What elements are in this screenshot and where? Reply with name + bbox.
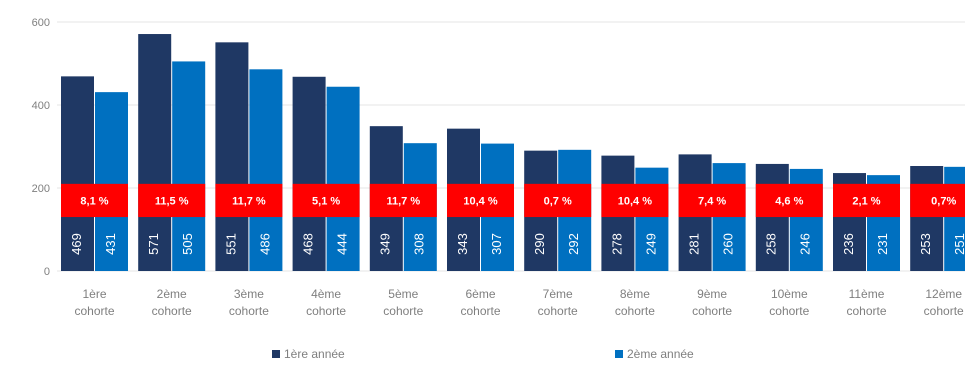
bar-series1-4 xyxy=(292,76,326,271)
value-label-series2-8: 249 xyxy=(643,233,658,255)
legend-label-1ere-annee: 1ère année xyxy=(284,347,345,361)
percent-band-8 xyxy=(601,183,669,218)
value-label-series1-4: 468 xyxy=(301,233,316,255)
value-label-series1-2: 571 xyxy=(146,233,161,255)
x-tick-label-7-line1: 7ème xyxy=(543,287,573,301)
value-label-series1-8: 278 xyxy=(609,233,624,255)
value-label-series2-5: 308 xyxy=(412,233,427,255)
x-tick-label-1-line1: 1ère xyxy=(82,287,106,301)
value-label-series2-12: 251 xyxy=(952,233,965,255)
x-tick-label-5-line1: 5ème xyxy=(388,287,418,301)
y-tick-label-200: 200 xyxy=(32,183,50,195)
bar-series2-2 xyxy=(172,61,206,271)
x-tick-label-9-line2: cohorte xyxy=(692,304,732,318)
percent-label-7: 0,7 % xyxy=(544,195,572,207)
percent-label-8: 10,4 % xyxy=(618,195,652,207)
percent-band-2 xyxy=(138,183,206,218)
x-tick-label-12-line2: cohorte xyxy=(924,304,964,318)
percent-label-4: 5,1 % xyxy=(312,195,340,207)
value-label-series1-7: 290 xyxy=(532,233,547,255)
percent-band-4 xyxy=(292,183,360,218)
x-tick-label-6-line2: cohorte xyxy=(460,304,500,318)
bar-series2-1 xyxy=(95,92,128,271)
x-tick-label-3-line2: cohorte xyxy=(229,304,269,318)
x-tick-label-8-line1: 8ème xyxy=(620,287,650,301)
value-label-series1-6: 343 xyxy=(455,233,470,255)
value-label-series2-4: 444 xyxy=(335,233,350,255)
x-tick-label-2-line1: 2ème xyxy=(157,287,187,301)
x-tick-label-6-line1: 6ème xyxy=(465,287,495,301)
x-tick-label-4-line2: cohorte xyxy=(306,304,346,318)
x-axis: 1ère cohorte 2ème cohorte 3ème cohorte 4ème coh… xyxy=(74,287,964,318)
x-tick-label-12-line1: 12ème xyxy=(925,287,962,301)
value-label-series1-12: 253 xyxy=(918,233,933,255)
bar-series1-1 xyxy=(61,76,94,272)
percent-band-1 xyxy=(61,183,128,218)
value-labels: 469 431 571 505 551 486 468 444 349 308 343 307 290 2… xyxy=(69,233,965,255)
value-label-series2-10: 246 xyxy=(798,233,813,255)
percent-label-12: 0,7% xyxy=(931,195,956,207)
value-label-series1-3: 551 xyxy=(223,233,238,255)
percent-band-9 xyxy=(678,183,746,218)
percent-label-1: 8,1 % xyxy=(80,195,108,207)
bar-series1-10 xyxy=(755,163,789,271)
percent-band-10 xyxy=(755,183,823,218)
percent-label-9: 7,4 % xyxy=(698,195,726,207)
bar-series1-3 xyxy=(215,42,249,272)
percent-label-11: 2,1 % xyxy=(852,195,880,207)
x-tick-label-8-line2: cohorte xyxy=(615,304,655,318)
x-tick-label-2-line2: cohorte xyxy=(152,304,192,318)
percent-label-6: 10,4 % xyxy=(463,195,497,207)
value-label-series2-2: 505 xyxy=(180,233,195,255)
y-tick-label-400: 400 xyxy=(32,100,50,112)
x-tick-label-7-line2: cohorte xyxy=(538,304,578,318)
bar-series1-12 xyxy=(910,166,944,271)
percent-label-10: 4,6 % xyxy=(775,195,803,207)
percent-label-5: 11,7 % xyxy=(386,195,420,207)
bar-series2-3 xyxy=(249,69,283,271)
percent-band-3 xyxy=(215,183,283,218)
value-label-series1-11: 236 xyxy=(841,233,856,255)
bar-series2-4 xyxy=(326,86,360,272)
y-tick-label-600: 600 xyxy=(32,17,50,29)
value-label-series2-11: 231 xyxy=(875,233,890,255)
percent-band-5 xyxy=(369,183,437,218)
percent-band-6 xyxy=(447,183,514,218)
legend-label-2eme-annee: 2ème année xyxy=(627,347,694,361)
value-label-series1-9: 281 xyxy=(687,233,702,255)
value-label-series1-5: 349 xyxy=(378,233,393,255)
x-tick-label-11-line2: cohorte xyxy=(846,304,886,318)
x-tick-label-4-line1: 4ème xyxy=(311,287,341,301)
percent-band-12 xyxy=(910,183,965,218)
legend-swatch-1ere-annee xyxy=(272,350,280,358)
percent-label-3: 11,7 % xyxy=(232,195,266,207)
x-tick-label-10-line1: 10ème xyxy=(771,287,808,301)
bar-series1-2 xyxy=(138,34,172,271)
y-tick-label-0: 0 xyxy=(44,266,50,278)
legend-swatch-2eme-annee xyxy=(615,350,623,358)
x-tick-label-3-line1: 3ème xyxy=(234,287,264,301)
value-label-series2-6: 307 xyxy=(489,233,504,255)
value-label-series2-1: 431 xyxy=(103,233,118,255)
x-tick-label-5-line2: cohorte xyxy=(383,304,423,318)
legend: 1ère année 2ème année xyxy=(272,347,694,361)
x-tick-label-10-line2: cohorte xyxy=(769,304,809,318)
percent-band-7 xyxy=(524,183,592,218)
x-tick-label-1-line2: cohorte xyxy=(74,304,114,318)
value-label-series1-10: 258 xyxy=(764,233,779,255)
x-tick-label-9-line1: 9ème xyxy=(697,287,727,301)
value-label-series2-7: 292 xyxy=(566,233,581,255)
percent-band-11 xyxy=(833,183,900,218)
bars xyxy=(61,34,965,272)
value-label-series2-3: 486 xyxy=(257,233,272,255)
percent-label-2: 11,5 % xyxy=(155,195,189,207)
percent-band: 8,1 % 11,5 % 11,7 % 5,1 % 11,7 % 10,4 % 0,7 % 1… xyxy=(61,183,965,218)
y-axis: 0 200 400 600 xyxy=(32,17,50,278)
value-label-series1-1: 469 xyxy=(69,233,84,255)
value-label-series2-9: 260 xyxy=(721,233,736,255)
x-tick-label-11-line1: 11ème xyxy=(849,287,885,301)
